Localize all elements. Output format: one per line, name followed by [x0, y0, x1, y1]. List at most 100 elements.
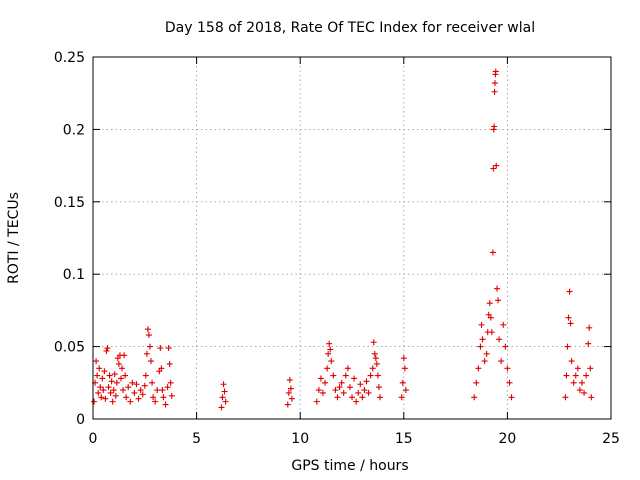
data-point [487, 314, 494, 321]
data-point [317, 375, 324, 382]
data-point [129, 379, 136, 386]
data-point [98, 394, 105, 401]
data-point [376, 394, 383, 401]
data-point [97, 384, 104, 391]
data-point [108, 378, 115, 385]
data-point [322, 379, 329, 386]
data-point [494, 285, 501, 292]
data-point [162, 401, 169, 408]
data-point [346, 384, 353, 391]
data-point [398, 394, 405, 401]
axis-ticks [92, 56, 612, 420]
data-point [562, 394, 569, 401]
data-point [106, 372, 113, 379]
data-point [324, 365, 331, 372]
data-point [399, 379, 406, 386]
data-point [473, 379, 480, 386]
data-point [374, 372, 381, 379]
data-point [338, 379, 345, 386]
data-point [131, 389, 138, 396]
data-point [481, 358, 488, 365]
data-point [506, 379, 513, 386]
data-point [115, 360, 122, 367]
data-point [353, 398, 360, 405]
data-point [365, 389, 372, 396]
data-point [99, 375, 106, 382]
data-point [502, 343, 509, 350]
data-point [486, 300, 493, 307]
x-tick-labels: 0 5 10 15 20 25 [89, 431, 620, 447]
data-point [489, 249, 496, 256]
x-tick-label: 0 [89, 431, 98, 447]
data-point [355, 389, 362, 396]
data-point [479, 336, 486, 343]
data-point [100, 387, 107, 394]
data-point [285, 389, 292, 396]
data-point [105, 384, 112, 391]
data-point [150, 394, 157, 401]
data-point [157, 345, 164, 352]
data-point [111, 371, 118, 378]
x-tick-label: 15 [395, 431, 413, 447]
data-point [141, 382, 148, 389]
data-point [139, 391, 146, 398]
data-point [491, 88, 498, 95]
x-axis-label: GPS time / hours [291, 458, 408, 474]
data-point [587, 365, 594, 372]
data-point [581, 389, 588, 396]
data-point [326, 340, 333, 347]
y-tick-label: 0.15 [54, 195, 85, 211]
data-point [284, 401, 291, 408]
data-point [109, 398, 116, 405]
data-point [363, 378, 370, 385]
data-point [361, 387, 368, 394]
data-point [500, 321, 507, 328]
data-point [221, 388, 228, 395]
data-point [568, 358, 575, 365]
data-point [336, 384, 343, 391]
y-axis-label: ROTI / TECUs [6, 192, 22, 284]
data-point [332, 387, 339, 394]
data-point [119, 365, 126, 372]
data-point [222, 398, 229, 405]
data-point [483, 350, 490, 357]
data-point [166, 360, 173, 367]
data-point [490, 165, 497, 172]
data-point [154, 387, 161, 394]
data-point [102, 395, 109, 402]
data-point [492, 68, 499, 75]
data-point [167, 379, 174, 386]
data-point [340, 389, 347, 396]
data-point [572, 372, 579, 379]
data-point [563, 372, 570, 379]
data-point [113, 379, 120, 386]
data-point [330, 372, 337, 379]
data-point [94, 372, 101, 379]
data-point [342, 372, 349, 379]
data-point [133, 381, 140, 388]
data-point [160, 394, 167, 401]
data-points [91, 68, 595, 411]
data-point [495, 297, 502, 304]
data-point [315, 387, 322, 394]
data-point [120, 387, 127, 394]
data-point [334, 394, 341, 401]
data-point [159, 387, 166, 394]
y-tick-label: 0.1 [63, 267, 85, 283]
data-point [357, 381, 364, 388]
y-tick-label: 0.05 [54, 340, 85, 356]
data-point [122, 372, 129, 379]
data-point [220, 381, 227, 388]
data-point [351, 375, 358, 382]
plot-frame [92, 56, 612, 420]
data-point [498, 358, 505, 365]
data-point [168, 392, 175, 399]
data-point [588, 394, 595, 401]
data-point [286, 376, 293, 383]
data-point [491, 123, 498, 130]
data-point [148, 358, 155, 365]
x-tick-label: 10 [291, 431, 309, 447]
data-point [402, 387, 409, 394]
data-point [475, 365, 482, 372]
data-point [471, 394, 478, 401]
